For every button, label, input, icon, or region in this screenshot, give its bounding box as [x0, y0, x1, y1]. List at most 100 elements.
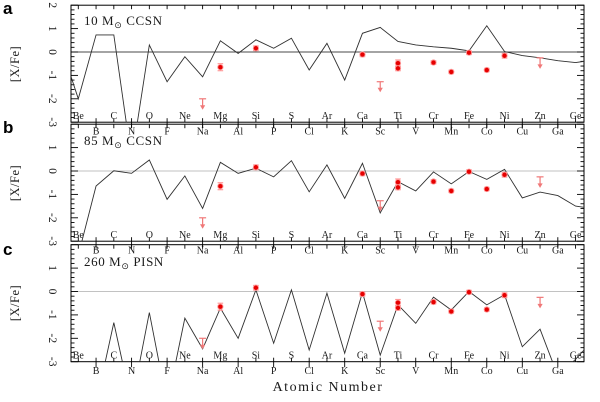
observed-point-Ca — [359, 170, 366, 177]
element-label-N: N — [128, 366, 135, 377]
element-label-Ni: Ni — [500, 351, 510, 362]
element-label-Zn: Zn — [535, 111, 546, 122]
y-tick-label: -1 — [46, 310, 58, 320]
observed-point-Mg — [217, 63, 224, 72]
element-label-Mn: Mn — [444, 366, 458, 377]
observed-point-Fe — [465, 289, 473, 296]
element-label-B: B — [93, 366, 100, 377]
y-tick-label: -1 — [46, 71, 58, 81]
element-label-Ge: Ge — [570, 351, 582, 362]
panel-c-plot: 10-1-2-3 BeBCNOFNeNaMgAlSiPSClArKCaScTiVC… — [46, 244, 585, 377]
y-tick-label: 1 — [46, 265, 58, 271]
element-label-Fe: Fe — [464, 111, 475, 122]
observed-point-Fe — [465, 168, 473, 175]
element-label-N: N — [128, 246, 135, 257]
element-label-Ge: Ge — [570, 230, 582, 241]
y-tick-label: -2 — [46, 213, 58, 223]
element-label-Ne: Ne — [179, 351, 191, 362]
observed-point-Mn — [448, 68, 455, 75]
y-tick-label: -2 — [46, 94, 58, 104]
element-label-V: V — [412, 366, 420, 377]
element-label-Ca: Ca — [357, 111, 369, 122]
observed-point-Cr — [430, 298, 437, 306]
panel-letter-c: c — [3, 240, 13, 259]
upper-limit-arrow-Sc — [376, 200, 384, 212]
element-label-Cl: Cl — [304, 127, 314, 138]
element-label-V: V — [412, 246, 420, 257]
observed-point-Mn — [448, 308, 455, 315]
element-label-Fe: Fe — [464, 351, 475, 362]
observed-point-Ti — [394, 184, 402, 191]
observed-points — [199, 284, 544, 350]
element-label-Ga: Ga — [552, 246, 564, 257]
observed-point-Cr — [430, 178, 437, 185]
element-label-F: F — [164, 246, 170, 257]
panel-a-title: 10 M⊙ CCSN — [84, 13, 163, 31]
element-label-F: F — [164, 366, 170, 377]
element-label-C: C — [110, 111, 117, 122]
element-label-Mn: Mn — [444, 246, 458, 257]
sun-symbol: ⊙ — [114, 21, 123, 31]
element-label-Co: Co — [481, 246, 493, 257]
element-label-N: N — [128, 127, 135, 138]
element-label-Na: Na — [197, 127, 209, 138]
element-label-Al: Al — [233, 366, 243, 377]
element-label-K: K — [341, 246, 349, 257]
sun-symbol: ⊙ — [114, 141, 123, 151]
element-label-Ga: Ga — [552, 366, 564, 377]
observed-point-Ti — [394, 65, 402, 72]
element-label-Co: Co — [481, 127, 493, 138]
element-label-B: B — [93, 246, 100, 257]
upper-limit-arrow-Sc — [376, 320, 384, 332]
y-axis-ticks — [71, 123, 584, 242]
element-label-Sc: Sc — [375, 366, 386, 377]
upper-limit-arrow-Zn — [536, 296, 544, 309]
element-label-Mn: Mn — [444, 127, 458, 138]
upper-limit-arrow-Na — [199, 98, 207, 110]
element-label-Al: Al — [233, 246, 243, 257]
element-label-Ca: Ca — [357, 351, 369, 362]
element-label-Ni: Ni — [500, 230, 510, 241]
y-tick-label: -3 — [46, 357, 58, 367]
element-label-P: P — [271, 366, 277, 377]
element-label-K: K — [341, 127, 349, 138]
panel-frame — [70, 244, 585, 363]
element-label-Ti: Ti — [394, 230, 403, 241]
element-label-C: C — [110, 230, 117, 241]
observed-point-Ni — [501, 171, 508, 178]
observed-point-Cr — [430, 59, 437, 66]
element-label-O: O — [146, 351, 153, 362]
model-yield-line — [71, 25, 584, 123]
element-label-Mg: Mg — [213, 351, 227, 362]
element-label-Ca: Ca — [357, 230, 369, 241]
y-tick-label: 1 — [46, 145, 58, 151]
panel-frame — [70, 123, 585, 242]
element-label-Fe: Fe — [464, 230, 475, 241]
element-label-Si: Si — [252, 230, 261, 241]
element-label-P: P — [271, 246, 277, 257]
element-label-V: V — [412, 127, 420, 138]
element-label-Co: Co — [481, 366, 493, 377]
model-yield-line — [104, 288, 584, 362]
element-label-Na: Na — [197, 366, 209, 377]
element-label-Sc: Sc — [375, 127, 386, 138]
y-tick-label: 0 — [46, 168, 58, 174]
y-tick-label: 2 — [46, 2, 58, 8]
panel-frame — [70, 4, 585, 123]
y-axis-ticks — [71, 4, 584, 123]
observed-point-Ca — [359, 51, 366, 58]
element-label-C: C — [110, 351, 117, 362]
observed-point-Co — [483, 66, 490, 74]
element-label-Ti: Ti — [394, 351, 403, 362]
element-label-Be: Be — [73, 351, 85, 362]
element-label-Si: Si — [252, 351, 261, 362]
element-label-Cr: Cr — [429, 230, 440, 241]
element-label-B: B — [93, 127, 100, 138]
element-label-K: K — [341, 366, 349, 377]
element-label-Cr: Cr — [429, 111, 440, 122]
upper-limit-arrow-Sc — [376, 81, 384, 93]
observed-point-Mg — [217, 302, 224, 311]
element-label-O: O — [146, 230, 153, 241]
element-label-Zn: Zn — [535, 230, 546, 241]
